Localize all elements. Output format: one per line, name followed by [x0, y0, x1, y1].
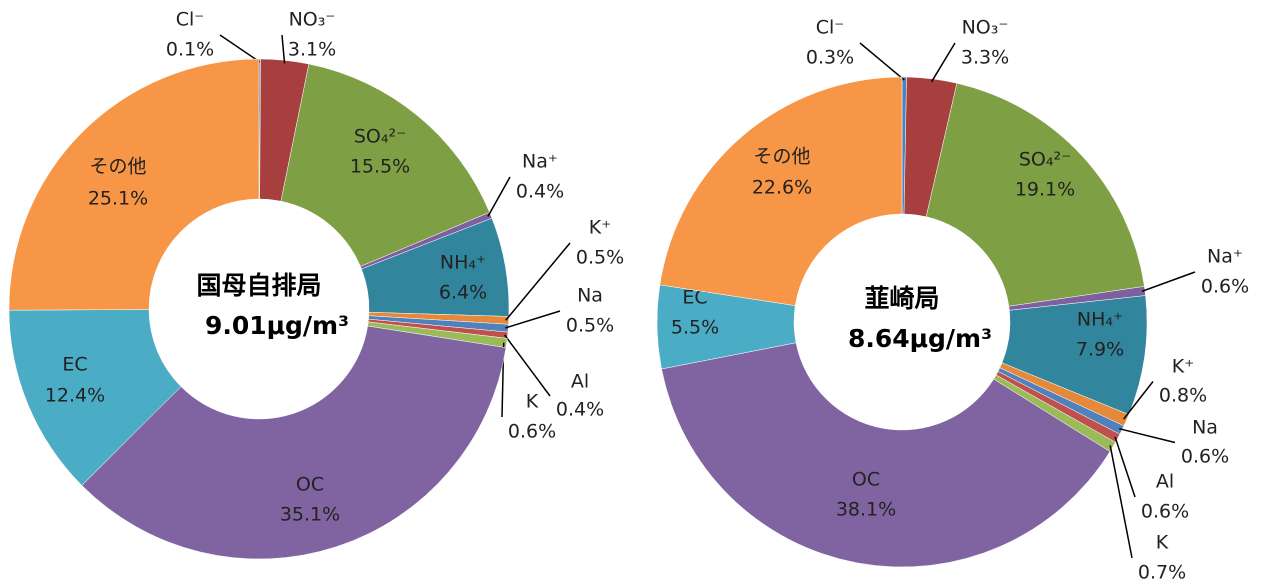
slice-name: K⁺: [589, 217, 612, 239]
slice-value-label: 3.3%: [961, 47, 1009, 69]
slice-name: SO₄²⁻: [1019, 149, 1071, 171]
leader-line: [1109, 445, 1133, 559]
slice: [280, 63, 490, 267]
leader-line: [505, 242, 571, 321]
slice-value-label: 0.5%: [566, 315, 614, 337]
slice-name: EC: [62, 354, 87, 376]
slice-value-label: 5.5%: [671, 317, 719, 339]
leader-line: [1119, 427, 1176, 444]
slice-name: NH₄⁺: [440, 252, 486, 274]
slice-value-label: 0.3%: [806, 47, 854, 69]
leader-line: [281, 34, 286, 64]
center-subtitle: 8.64μg/m³: [848, 324, 992, 353]
slice-name: OC: [852, 469, 880, 491]
slice-value-label: 19.1%: [1015, 179, 1075, 201]
leader-line: [1123, 381, 1154, 420]
center-title: 韮崎局: [864, 284, 939, 313]
center-subtitle: 9.01μg/m³: [205, 311, 349, 340]
slice-value-label: 0.1%: [166, 39, 214, 61]
leader-line: [504, 334, 551, 397]
leader-line: [1114, 436, 1136, 498]
slice-name: SO₄²⁻: [354, 126, 406, 148]
slice: [659, 76, 903, 306]
slice-name: EC: [682, 287, 707, 309]
slice-name: Na⁺: [522, 151, 558, 173]
slice-value-label: 0.6%: [508, 421, 556, 443]
slice-value-label: 38.1%: [836, 499, 896, 521]
slice-name: NO₃⁻: [289, 9, 336, 31]
slice-value-label: 0.8%: [1159, 385, 1207, 407]
slice-value-label: 0.6%: [1201, 276, 1249, 298]
slice-value-label: 6.4%: [439, 282, 487, 304]
slice-value-label: 15.5%: [350, 156, 410, 178]
slice: [661, 342, 1111, 568]
slice: [81, 325, 507, 560]
slice-name: K⁺: [1172, 356, 1195, 378]
slice-name: NO₃⁻: [962, 17, 1009, 39]
leader-line: [1141, 271, 1196, 293]
slice-name: NH₄⁺: [1077, 309, 1123, 331]
leader-line: [487, 176, 511, 217]
slice-value-label: 0.7%: [1138, 562, 1186, 584]
slice-name: その他: [89, 156, 146, 178]
slice: [925, 82, 1145, 307]
slice-name: Na: [1192, 417, 1218, 439]
slice-value-label: 22.6%: [752, 177, 812, 199]
leader-line: [859, 42, 905, 81]
slice-value-label: 3.1%: [288, 39, 336, 61]
slice-value-label: 25.1%: [88, 188, 148, 210]
slice-name: Na⁺: [1207, 246, 1243, 268]
leader-line: [219, 34, 261, 63]
slice-name: K: [526, 391, 539, 413]
slice-value-label: 0.6%: [1141, 501, 1189, 523]
slice: [8, 309, 182, 486]
slice-name: Al: [1156, 471, 1174, 493]
slice-value-label: 35.1%: [280, 504, 340, 526]
slice-name: OC: [296, 474, 324, 496]
slice-name: Al: [571, 371, 589, 393]
slice-value-label: 0.6%: [1181, 446, 1229, 468]
slice-name: その他: [753, 146, 810, 168]
slice-value-label: 7.9%: [1076, 339, 1124, 361]
slice-name: Na: [577, 285, 603, 307]
slice-value-label: 0.4%: [556, 399, 604, 421]
slice: [8, 58, 260, 311]
slice-name: Cl⁻: [816, 17, 845, 39]
slice-value-label: 12.4%: [45, 385, 105, 407]
slice-value-label: 0.5%: [576, 247, 624, 269]
leader-line: [930, 42, 956, 83]
slice-value-label: 0.4%: [516, 181, 564, 203]
center-title: 国母自排局: [196, 271, 321, 300]
leader-line: [505, 310, 561, 329]
slice-name: K: [1156, 532, 1169, 554]
slice-name: Cl⁻: [176, 9, 205, 31]
